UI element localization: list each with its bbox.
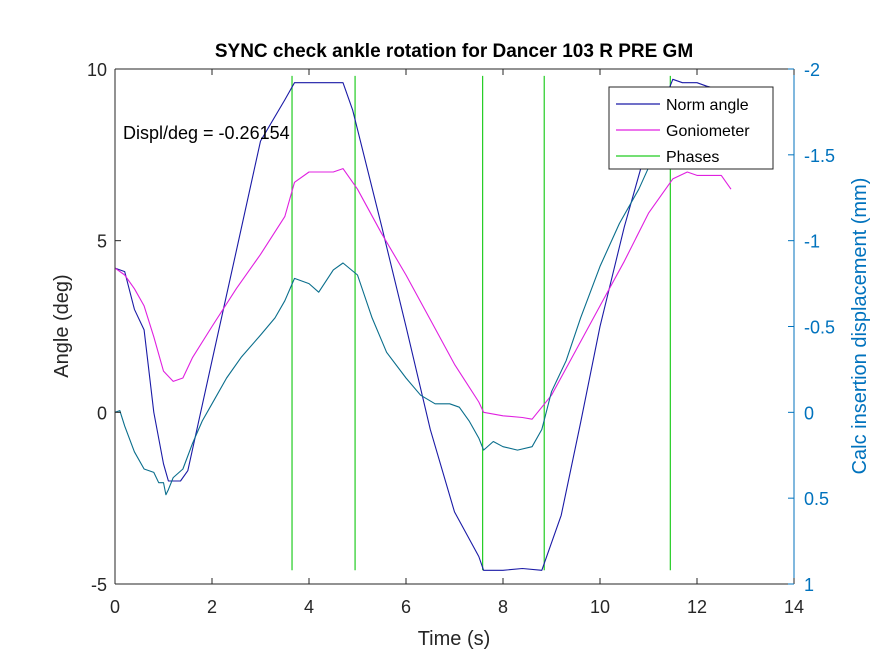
y-tick-label: -5 xyxy=(91,575,107,595)
calc-insertion-displacement-line xyxy=(114,94,683,496)
x-tick-label: 0 xyxy=(110,597,120,617)
chart-title: SYNC check ankle rotation for Dancer 103… xyxy=(215,41,693,62)
x-tick-label: 14 xyxy=(784,597,804,617)
legend-label: Goniometer xyxy=(666,123,750,140)
y-right-tick-label: 0 xyxy=(804,403,814,423)
legend-items: Norm angle Goniometer Phases xyxy=(616,97,750,166)
y-axis-label: Angle (deg) xyxy=(51,274,73,377)
displ-per-deg-annotation: Displ/deg = -0.26154 xyxy=(123,123,290,143)
legend-box xyxy=(608,86,774,170)
y-right-tick-label: -2 xyxy=(804,60,820,80)
y-tick-label: 5 xyxy=(97,232,107,252)
y-axis-right-label: Calc insertion displacement (mm) xyxy=(849,178,871,475)
x-tick-label: 6 xyxy=(401,597,411,617)
y-right-tick-label: 1 xyxy=(804,575,814,595)
y-right-tick-label: -1 xyxy=(804,232,820,252)
legend-label: Phases xyxy=(666,149,719,166)
series-lines xyxy=(114,78,732,571)
norm-angle-line xyxy=(114,78,722,571)
x-axis-label: Time (s) xyxy=(418,628,491,650)
y-tick-label: 10 xyxy=(87,60,107,80)
goniometer-line xyxy=(114,168,732,420)
legend: Norm angle Goniometer Phases xyxy=(608,86,774,170)
y-tick-label: 0 xyxy=(97,403,107,423)
legend-label: Norm angle xyxy=(666,97,749,114)
x-tick-label: 10 xyxy=(590,597,610,617)
y-right-tick-label: -1.5 xyxy=(804,146,835,166)
y-right-tick-label: -0.5 xyxy=(804,318,835,338)
x-tick-label: 8 xyxy=(498,597,508,617)
x-tick-label: 12 xyxy=(687,597,707,617)
x-tick-label: 4 xyxy=(304,597,314,617)
y-right-tick-label: 0.5 xyxy=(804,489,829,509)
x-tick-label: 2 xyxy=(207,597,217,617)
